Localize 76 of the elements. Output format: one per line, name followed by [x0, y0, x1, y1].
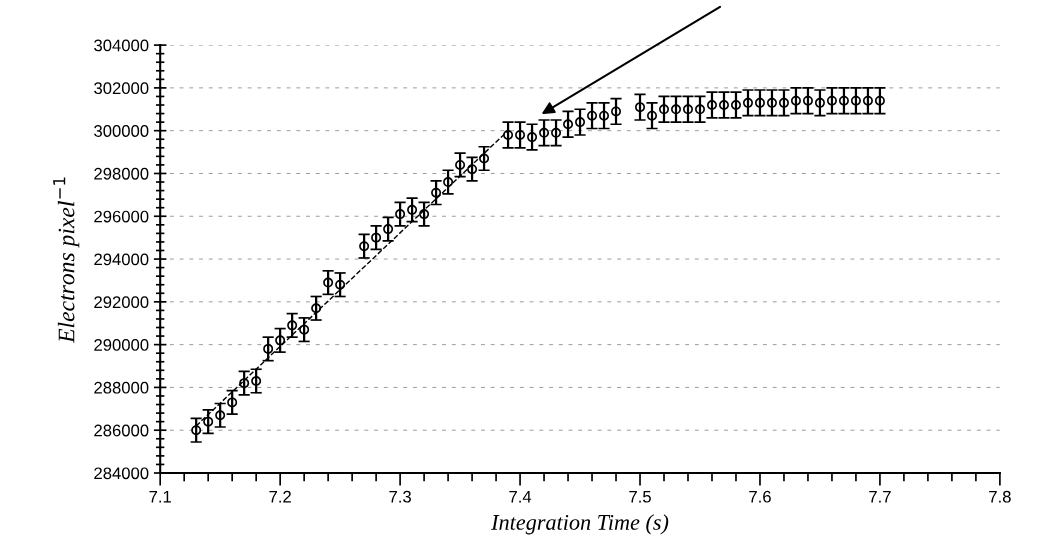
y-tick-label: 296000	[94, 210, 149, 223]
point	[862, 95, 873, 106]
point	[227, 397, 238, 408]
x-axis-title: Integration Time (s)	[491, 514, 669, 535]
point	[503, 129, 514, 140]
x-tick-label: 7.1	[149, 490, 171, 503]
y-tick-label: 288000	[94, 381, 149, 394]
x-tick-label: 7.5	[629, 490, 651, 503]
point	[838, 95, 849, 106]
x-tick-label: 7.4	[509, 490, 532, 503]
point	[802, 95, 813, 106]
point	[443, 177, 454, 188]
x-tick-label: 7.3	[389, 490, 411, 503]
point	[647, 110, 658, 121]
point	[239, 378, 250, 389]
point	[215, 410, 226, 421]
point	[730, 100, 741, 111]
point	[395, 209, 406, 220]
point	[754, 97, 765, 108]
point	[563, 119, 574, 130]
point	[299, 324, 310, 335]
point	[323, 277, 334, 288]
point	[790, 95, 801, 106]
point	[455, 159, 466, 170]
point	[551, 127, 562, 138]
y-tick-label: 298000	[94, 167, 149, 180]
point	[635, 102, 646, 113]
point	[479, 153, 490, 164]
point	[431, 187, 442, 198]
x-tick-label: 7.6	[749, 490, 771, 503]
point	[850, 95, 861, 106]
y-tick-label: 304000	[94, 39, 149, 52]
point	[383, 224, 394, 235]
point	[407, 204, 418, 215]
x-tick-label: 7.8	[989, 490, 1011, 503]
x-tick-label: 7.7	[869, 490, 891, 503]
point	[359, 241, 370, 252]
point	[874, 95, 885, 106]
point	[263, 343, 274, 354]
point	[515, 129, 526, 140]
point	[682, 104, 694, 115]
point	[742, 97, 753, 108]
point	[575, 117, 586, 128]
point	[467, 164, 478, 175]
point	[814, 97, 825, 108]
point	[275, 335, 286, 346]
point	[335, 279, 346, 290]
point	[251, 375, 262, 387]
y-tick-label: 302000	[94, 82, 149, 95]
point	[826, 95, 837, 106]
point	[191, 425, 202, 436]
x-tick-label: 7.2	[269, 490, 291, 503]
point	[311, 303, 322, 314]
y-tick-label: 300000	[94, 125, 149, 137]
point	[659, 104, 670, 115]
point	[766, 97, 777, 108]
point	[694, 104, 705, 115]
point	[778, 97, 789, 108]
y-axis-title: Electrons pixel$^{−1}$	[53, 177, 80, 344]
y-tick-label: 284000	[94, 467, 149, 480]
y-tick-label: 286000	[94, 424, 149, 437]
y-tick-label: 292000	[94, 296, 149, 309]
point	[611, 106, 622, 117]
point	[419, 209, 430, 220]
point	[599, 110, 610, 121]
point	[587, 110, 598, 121]
point	[287, 320, 298, 331]
point	[527, 132, 538, 143]
point	[371, 232, 382, 243]
y-tick-label: 294000	[94, 253, 149, 266]
point	[539, 127, 550, 138]
point	[671, 104, 682, 115]
point	[718, 100, 729, 111]
point	[203, 416, 214, 427]
point	[706, 100, 717, 111]
y-tick-label: 290000	[94, 339, 149, 351]
